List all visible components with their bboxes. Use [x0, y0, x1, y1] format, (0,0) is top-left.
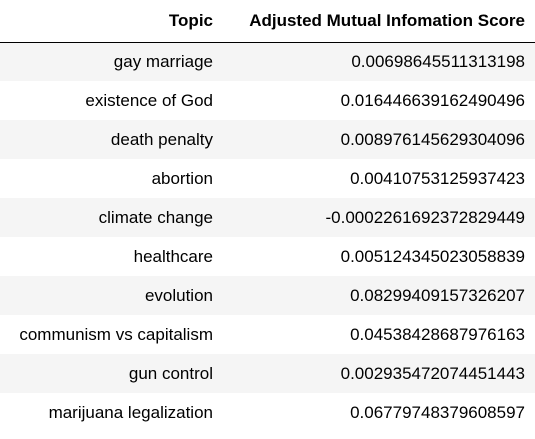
- table-body: gay marriage 0.00698645511313198 existen…: [0, 42, 535, 432]
- column-header-score: Adjusted Mutual Infomation Score: [223, 0, 535, 43]
- topic-cell: marijuana legalization: [48, 402, 213, 422]
- table-row: evolution 0.08299409157326207: [0, 276, 535, 315]
- header-row: Topic Adjusted Mutual Infomation Score: [0, 0, 535, 43]
- topic-cell: healthcare: [133, 246, 213, 266]
- table-row: gay marriage 0.00698645511313198: [0, 42, 535, 81]
- topic-cell: gay marriage: [113, 51, 213, 71]
- topic-cell: abortion: [151, 168, 213, 188]
- table-row: communism vs capitalism 0.04538428687976…: [0, 315, 535, 354]
- table-row: existence of God 0.016446639162490496: [0, 81, 535, 120]
- topic-cell: existence of God: [85, 90, 213, 110]
- score-cell: 0.08299409157326207: [350, 285, 525, 305]
- score-cell: -0.0002261692372829449: [325, 207, 525, 227]
- topic-cell: death penalty: [110, 129, 213, 149]
- topic-cell: evolution: [144, 285, 213, 305]
- score-cell: 0.008976145629304096: [340, 129, 525, 149]
- score-cell: 0.002935472074451443: [340, 363, 525, 383]
- table-row: marijuana legalization 0.067797483796085…: [0, 393, 535, 432]
- table-row: death penalty 0.008976145629304096: [0, 120, 535, 159]
- score-cell: 0.00410753125937423: [350, 168, 525, 188]
- table-row: abortion 0.00410753125937423: [0, 159, 535, 198]
- topic-cell: communism vs capitalism: [19, 324, 213, 344]
- topic-cell: climate change: [98, 207, 213, 227]
- table-row: gun control 0.002935472074451443: [0, 354, 535, 393]
- table-header: Topic Adjusted Mutual Infomation Score: [0, 0, 535, 43]
- column-header-topic: Topic: [0, 0, 223, 43]
- table-row: climate change -0.0002261692372829449: [0, 198, 535, 237]
- score-cell: 0.06779748379608597: [350, 402, 525, 422]
- score-cell: 0.016446639162490496: [340, 90, 525, 110]
- score-cell: 0.005124345023058839: [340, 246, 525, 266]
- table-row: healthcare 0.005124345023058839: [0, 237, 535, 276]
- topic-cell: gun control: [128, 363, 213, 383]
- score-cell: 0.00698645511313198: [351, 51, 525, 71]
- score-cell: 0.04538428687976163: [350, 324, 525, 344]
